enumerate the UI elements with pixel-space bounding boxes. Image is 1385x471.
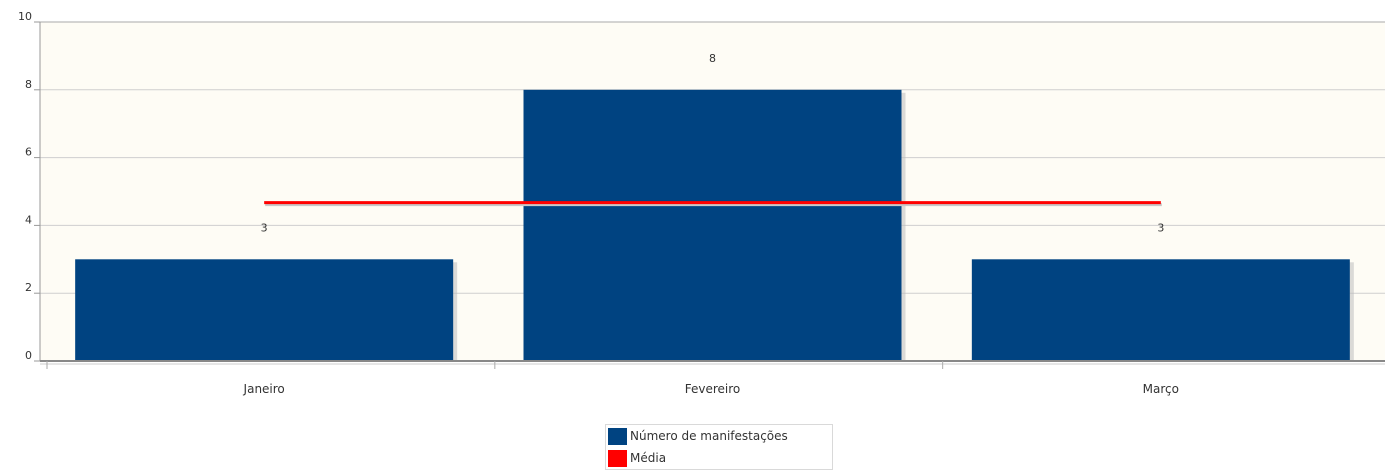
bar-series (75, 89, 1354, 362)
legend-item-bars[interactable]: Número de manifestações (608, 426, 788, 446)
y-tick-label: 4 (25, 213, 32, 226)
y-tick-label: 10 (18, 10, 32, 23)
average-line-series (264, 201, 1162, 207)
legend-label-bars: Número de manifestações (630, 429, 788, 443)
legend-label-average: Média (630, 451, 667, 465)
x-category-label: Janeiro (243, 382, 285, 396)
legend: Número de manifestações Média (605, 424, 833, 470)
labels: 0 2 4 6 8 10 3 Janeiro 8 Fevereiro 3 Março (18, 10, 1179, 396)
y-tick-label: 0 (25, 349, 32, 362)
y-tick-label: 8 (25, 78, 32, 91)
bar-março[interactable] (971, 259, 1350, 361)
legend-swatch-bars (608, 427, 627, 445)
axes (34, 21, 1385, 369)
legend-item-average[interactable]: Média (608, 448, 666, 468)
y-tick-label: 2 (25, 281, 32, 294)
bar-fevereiro[interactable] (523, 89, 902, 362)
y-tick-label: 6 (25, 146, 32, 159)
bar-data-label: 8 (709, 52, 716, 65)
x-category-label: Fevereiro (685, 382, 741, 396)
bar-data-label: 3 (261, 221, 268, 234)
bar-janeiro[interactable] (75, 259, 454, 361)
bar-data-label: 3 (1157, 221, 1164, 234)
x-category-label: Março (1143, 382, 1179, 396)
legend-swatch-average (608, 449, 627, 467)
